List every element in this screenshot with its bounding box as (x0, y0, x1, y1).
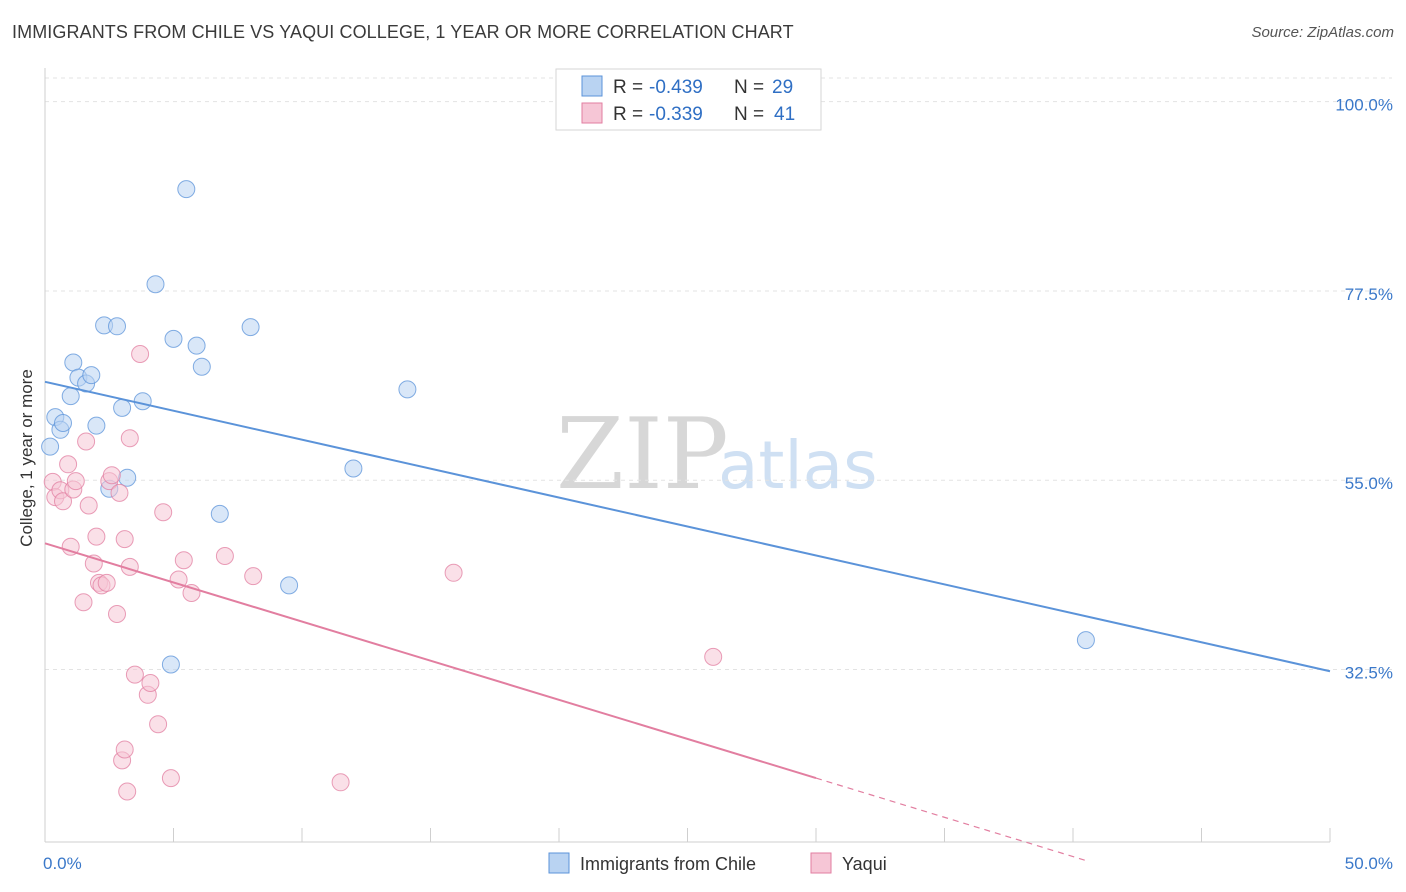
point-yaqui (154, 503, 173, 522)
correlation-legend: R = -0.439 N = 29 R = -0.339 N = 41 (555, 68, 822, 131)
x-tick-label-min: 0.0% (43, 854, 82, 873)
point-yaqui (131, 345, 150, 363)
point-yaqui (118, 782, 137, 801)
y-tick-label: 32.5% (1345, 664, 1393, 683)
point-yaqui (66, 472, 85, 491)
point-chile (61, 387, 80, 406)
point-chile (192, 357, 211, 376)
point-yaqui (244, 567, 263, 586)
trend-line-chile (44, 380, 1331, 673)
watermark-zip: ZIP (556, 398, 729, 512)
point-chile (113, 398, 132, 417)
point-chile (82, 366, 101, 385)
point-yaqui (54, 492, 72, 511)
point-yaqui (174, 551, 193, 570)
point-yaqui (79, 496, 98, 515)
point-yaqui (115, 530, 134, 549)
legend-n-label: N = (734, 104, 764, 125)
point-yaqui (110, 483, 129, 502)
series-swatch-chile (548, 852, 570, 874)
series-swatch-yaqui (810, 852, 832, 874)
point-yaqui (87, 527, 106, 546)
point-chile (1076, 631, 1095, 650)
point-chile (118, 468, 137, 487)
legend-r-label: R = (613, 77, 643, 98)
point-yaqui (97, 573, 116, 592)
point-yaqui (59, 455, 78, 474)
y-tick-label: 100.0% (1335, 96, 1393, 115)
point-yaqui (102, 466, 121, 485)
legend-r-value: -0.339 (649, 104, 703, 125)
point-chile (280, 576, 299, 595)
point-chile (241, 318, 260, 337)
series-label-chile: Immigrants from Chile (580, 854, 756, 874)
x-tick-label-max: 50.0% (1345, 854, 1393, 873)
source-credit: Source: ZipAtlas.com (1251, 24, 1394, 41)
y-tick-label: 77.5% (1345, 285, 1393, 304)
series-label-yaqui: Yaqui (842, 854, 887, 874)
point-yaqui (74, 593, 93, 612)
y-tick-label: 55.0% (1345, 474, 1393, 493)
point-yaqui (115, 740, 134, 759)
point-chile (87, 416, 106, 435)
point-yaqui (120, 429, 139, 448)
point-chile (54, 414, 72, 432)
legend-n-label: N = (734, 77, 764, 98)
point-chile (398, 380, 417, 399)
x-ticks (44, 828, 1331, 842)
series-legend: Immigrants from Chile Yaqui (548, 852, 887, 874)
point-chile (146, 275, 165, 294)
legend-swatch-chile (581, 75, 603, 97)
point-chile (41, 437, 60, 456)
legend-swatch-yaqui (581, 102, 603, 124)
y-tick-labels: 100.0% 77.5% 55.0% 32.5% (1335, 96, 1393, 683)
point-yaqui (125, 665, 144, 684)
point-chile (161, 655, 180, 674)
point-yaqui (444, 563, 463, 582)
point-yaqui (215, 547, 234, 565)
legend-r-value: -0.439 (649, 77, 703, 98)
point-yaqui (149, 715, 168, 734)
trend-line-yaqui (44, 542, 817, 780)
legend-r-label: R = (613, 104, 643, 125)
legend-n-value: 29 (772, 77, 793, 98)
data-points (41, 180, 1095, 801)
point-yaqui (141, 674, 160, 692)
point-chile (210, 504, 229, 523)
point-yaqui (704, 647, 723, 666)
trend-lines (44, 380, 1331, 862)
point-chile (177, 180, 196, 199)
y-axis-label: College, 1 year or more (17, 369, 36, 547)
point-yaqui (77, 432, 96, 451)
point-chile (108, 317, 126, 336)
trend-line-yaqui-extrapolated (815, 777, 1087, 862)
point-yaqui (108, 605, 126, 623)
legend-n-value: 41 (774, 104, 795, 125)
point-chile (64, 353, 83, 372)
point-chile (164, 329, 183, 348)
point-chile (187, 336, 206, 355)
point-chile (133, 392, 152, 411)
point-yaqui (161, 769, 180, 788)
point-yaqui (61, 537, 80, 556)
point-yaqui (331, 773, 350, 792)
chart-title: IMMIGRANTS FROM CHILE VS YAQUI COLLEGE, … (12, 22, 794, 42)
point-chile (344, 459, 363, 478)
watermark-atlas: atlas (718, 427, 878, 504)
